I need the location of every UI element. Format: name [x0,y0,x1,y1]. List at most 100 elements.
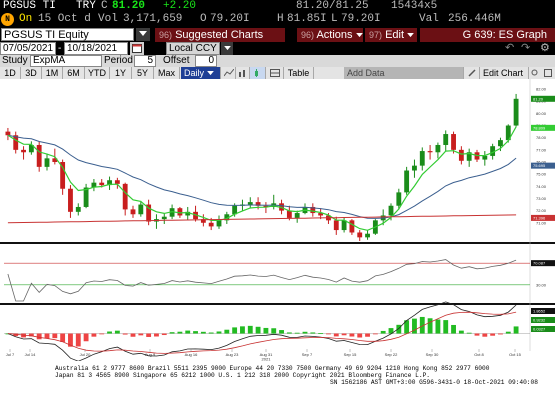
currency: TRY [76,0,96,12]
open-value: 79.20I [210,13,250,25]
candle-body [505,125,511,141]
price-tag [531,95,555,102]
undo-icon[interactable]: ↶ [505,42,515,54]
quote-date: 15 Oct d [38,13,91,25]
macd-tag-label: 1.8652 [533,309,546,314]
macd-histogram-bar [318,333,324,335]
edit-chart-button[interactable]: Edit Chart [482,68,524,78]
frequency-select[interactable]: Daily [181,67,221,79]
redo-icon[interactable]: ↷ [521,42,531,54]
macd-histogram-bar [451,324,456,334]
security-dropdown[interactable] [136,28,150,41]
chart-canvas[interactable]: 71.00 72.00 73.00 74.00 75.00 76.00 77.00 78.00… [0,79,555,361]
range-tab-1d[interactable]: 1D [0,67,21,79]
price-chart[interactable]: 71.00 72.00 73.00 74.00 75.00 76.00 77.00 78.00… [0,79,555,361]
candle-body [286,210,292,218]
candle-body [224,214,230,221]
actions-number: 96) [301,30,315,40]
range-tab-5y[interactable]: 5Y [132,67,154,79]
line-chart-icon[interactable] [222,67,236,79]
security-input[interactable]: PGSUS TI Equity [1,28,134,41]
calendar-icon [132,44,142,53]
period-input[interactable]: 5 [134,55,156,67]
bid-ask: 81.20/81.25 [296,0,369,12]
bar-chart-icon[interactable] [236,67,250,79]
x-axis-tick-label: Sep 30 [426,352,439,357]
range-tab-1m[interactable]: 1M [42,67,63,79]
y-axis-tick-label: 80.00 [536,111,547,116]
macd-histogram-bar [443,320,449,334]
footer-line-1: Australia 61 2 9777 8600 Brazil 5511 239… [55,365,490,372]
macd-histogram-bar [13,333,19,337]
news-badge-icon[interactable]: N [1,13,14,26]
study-select[interactable]: ExpMA [30,55,102,67]
candle-body [341,220,347,231]
calendar-button[interactable] [130,42,144,55]
macd-tag-label: 0.0327 [533,327,546,332]
candle-body [412,165,417,171]
macd-histogram-bar [474,333,480,336]
candle-body [443,134,449,145]
macd-histogram-bar [138,333,144,336]
range-tab-6m[interactable]: 6M [63,67,85,79]
currency-select[interactable]: Local CCY [166,42,220,55]
volume-label: Vol [98,13,118,25]
macd-histogram-bar [91,333,97,337]
candle-body [482,155,488,160]
macd-histogram-bar [333,333,339,337]
macd-histogram-bar [122,333,128,335]
expand-icon[interactable] [541,67,555,79]
candle-body [435,144,441,153]
price-tag-label: 75.695 [533,163,546,168]
actions-button[interactable]: 96) Actions [297,28,363,42]
x-axis-tick-label: Jul 7 [6,352,15,357]
paint-icon[interactable] [466,67,480,79]
candlestick-chart-icon[interactable] [250,67,266,79]
function-toolbar: PGSUS TI Equity 96) Suggested Charts 96)… [0,27,555,42]
add-data-input[interactable]: Add Data [344,67,464,79]
zoom-in-icon[interactable] [528,67,541,79]
end-date-field[interactable]: 10/18/2021 [64,42,128,55]
bid-ask-size: 15434x5 [391,0,438,12]
table-view-icon[interactable] [266,67,284,79]
candle-body [36,144,42,167]
frequency-label: Daily [184,68,205,78]
page-title: G 639: ES Graph [420,28,555,42]
macd-histogram-bar [99,333,105,335]
quote-header-top: PGSUS TI TRY C 81.20 +2.20 81.20/81.25 1… [0,0,555,13]
candle-body [349,220,355,233]
macd-histogram-bar [427,318,433,334]
suggested-charts-number: 96) [159,30,173,40]
range-tab-ytd[interactable]: YTD [85,67,110,79]
macd-histogram-bar [498,333,503,335]
y-axis-tick-label: 74.00 [536,184,547,189]
range-tab-1y[interactable]: 1Y [110,67,132,79]
table-button[interactable]: Table [284,67,314,79]
x-axis-year-label: 2021 [262,357,272,362]
actions-label: Actions [316,29,353,41]
macd-histogram-bar [271,328,277,334]
suggested-charts-button[interactable]: 96) Suggested Charts [155,28,285,42]
candle-body [83,187,89,207]
edit-label: Edit [385,29,405,41]
offset-input[interactable]: 0 [195,55,217,67]
candle-body [388,205,394,216]
macd-histogram-bar [36,333,42,340]
suggested-charts-label: Suggested Charts [175,29,264,41]
candle-body [498,140,503,147]
macd-histogram-bar [388,328,394,334]
range-tab-3d[interactable]: 3D [21,67,42,79]
macd-histogram-bar [154,333,159,337]
range-tab-max[interactable]: Max [154,67,180,79]
high-label: H [277,13,284,25]
y-axis-tick-label: 75.00 [536,172,547,177]
currency-dropdown[interactable] [221,42,233,55]
start-date-field[interactable]: 07/05/2021 [0,42,56,55]
candle-body [232,205,238,215]
candle-body [247,202,253,205]
macd-histogram-bar [263,327,269,334]
settings-gear-icon[interactable]: ⚙ [540,42,550,54]
security-symbol[interactable]: PGSUS TI [3,0,56,12]
macd-histogram-bar [513,326,519,334]
edit-button[interactable]: 97) Edit [365,28,417,42]
